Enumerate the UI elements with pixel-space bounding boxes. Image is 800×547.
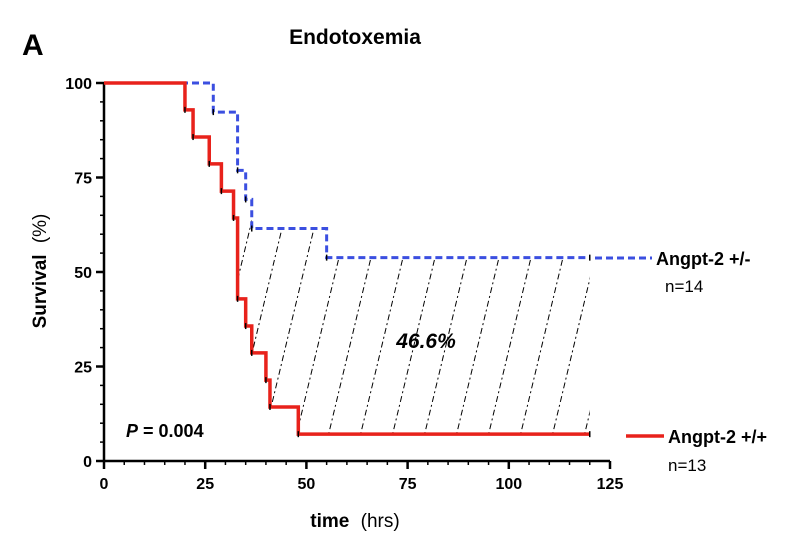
difference-label: 46.6% [395,330,456,353]
x-tick-label: 50 [298,476,316,493]
series-lines [104,81,591,438]
hatch-line [319,219,381,435]
p-value-label: P = 0.004 [126,421,204,441]
hatch-line [543,219,590,435]
legend-label-het: Angpt-2 +/- [656,249,751,269]
axes: 0 25 50 75 100 0 25 50 75 100 125 [65,76,623,493]
hatch-line [575,219,590,435]
hatch-line [447,219,509,435]
y-axis-label-text: Survival [30,254,51,328]
hatch-line [479,219,541,435]
hatch-line [351,219,413,435]
y-tick-label: 0 [83,454,92,471]
y-axis-label-unit: (%) [30,214,51,244]
hatch-line [511,219,573,435]
hatch-line [223,219,285,435]
chart-title: Endotoxemia [289,26,421,49]
y-tick-label: 25 [74,360,92,377]
legend-n-het: n=14 [665,277,703,296]
x-tick-label: 100 [495,476,522,493]
panel-label: A [22,29,44,62]
y-tick-label: 100 [65,76,92,93]
legend-label-wt: Angpt-2 +/+ [668,427,767,447]
legend: Angpt-2 +/- n=14 Angpt-2 +/+ n=13 [595,249,767,475]
legend-n-wt: n=13 [668,456,706,475]
x-tick-label: 25 [196,476,214,493]
x-tick-label: 0 [100,476,109,493]
p-symbol: P [126,421,139,441]
x-axis-label-text: time [310,511,349,532]
hatch-line [104,219,125,435]
y-axis-label: Survival (%) [30,214,51,329]
x-axis-label-unit: (hrs) [361,511,400,532]
x-tick-label: 125 [597,476,624,493]
x-tick-label: 75 [399,476,417,493]
hatch-line [383,219,445,435]
hatch-line [415,219,477,435]
hatch-line [0,220,28,470]
x-axis-label: time (hrs) [310,511,399,532]
series-line-het [104,81,590,260]
p-value: = 0.004 [138,421,204,441]
y-tick-label: 50 [74,265,92,282]
y-tick-label: 75 [74,171,92,188]
hatch-line [768,220,800,470]
